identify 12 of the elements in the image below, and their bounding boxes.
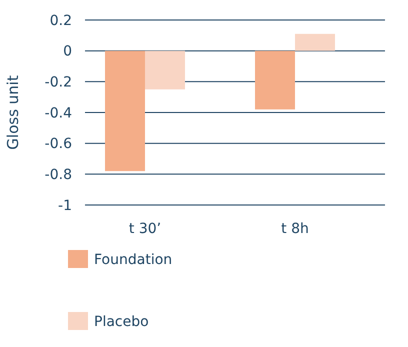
y-tick-label: 0.2: [50, 12, 72, 29]
y-axis-title: Gloss unit: [4, 75, 22, 150]
legend-label: Foundation: [94, 252, 172, 268]
y-tick-label: -0.8: [44, 167, 72, 184]
x-tick-label: t 8h: [281, 221, 309, 237]
y-tick-label: -0.2: [44, 74, 72, 91]
y-tick-label: -1: [58, 198, 72, 214]
y-tick-label: 0: [63, 44, 72, 60]
x-tick-label: t 30’: [128, 221, 162, 237]
legend-label: Placebo: [94, 314, 149, 330]
y-tick-label: -0.4: [44, 105, 72, 122]
y-tick-label: -0.6: [44, 136, 72, 152]
